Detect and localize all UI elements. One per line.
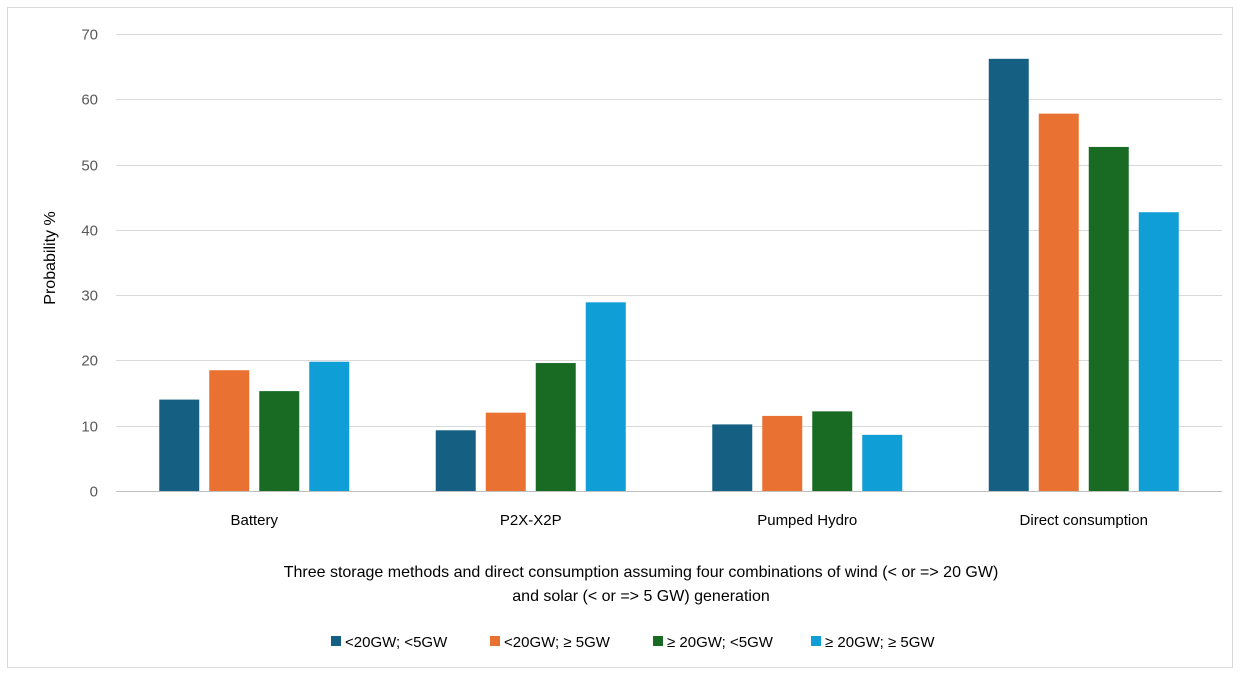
y-tick-label: 70 (81, 27, 98, 44)
legend-swatch (490, 636, 500, 646)
gridlines (116, 34, 1222, 492)
x-axis-title-line-1: Three storage methods and direct consump… (284, 564, 999, 581)
y-tick-label: 40 (81, 223, 98, 240)
x-category-label: Direct consumption (1020, 512, 1148, 529)
bar-p2x-x2p-series-2 (485, 412, 526, 491)
legend-swatch (811, 636, 821, 646)
legend: <20GW; <5GW <20GW; ≥ 5GW ≥ 20GW; <5GW ≥ 20G… (331, 634, 935, 651)
bar-battery-series-1 (159, 399, 200, 491)
bar-p2x-x2p-series-4 (585, 302, 626, 491)
bar-battery-series-3 (259, 391, 300, 491)
legend-item: ≥ 20GW; ≥ 5GW (811, 634, 935, 651)
legend-swatch (331, 636, 341, 646)
bar-direct-consumption-series-4 (1138, 212, 1179, 492)
bar-pumped-hydro-series-2 (762, 415, 803, 491)
bar-pumped-hydro-series-1 (712, 424, 753, 491)
legend-item: <20GW; <5GW (331, 634, 448, 651)
legend-item: <20GW; ≥ 5GW (490, 634, 611, 651)
bar-pumped-hydro-series-3 (812, 411, 853, 491)
x-axis-title-line-2: and solar (< or => 5 GW) generation (512, 588, 769, 605)
y-tick-label: 50 (81, 158, 98, 175)
bar-direct-consumption-series-3 (1088, 146, 1129, 492)
legend-label: <20GW; <5GW (345, 634, 448, 651)
legend-swatch (653, 636, 663, 646)
y-tick-label: 10 (81, 419, 98, 436)
bars (159, 58, 1179, 492)
y-tick-label: 20 (81, 353, 98, 370)
legend-label: ≥ 20GW; ≥ 5GW (825, 634, 935, 651)
legend-label: <20GW; ≥ 5GW (504, 634, 611, 651)
x-category-label: Battery (230, 512, 278, 529)
x-category-label: Pumped Hydro (757, 512, 857, 529)
x-category-label: P2X-X2P (500, 512, 562, 529)
bar-chart: 0 10 20 30 40 50 60 70 Battery P2X-X2P Pumped Hyd… (42, 27, 1222, 651)
legend-item: ≥ 20GW; <5GW (653, 634, 774, 651)
y-tick-label: 0 (90, 484, 98, 501)
bar-battery-series-4 (309, 361, 350, 491)
bar-direct-consumption-series-2 (1038, 113, 1079, 492)
bar-battery-series-2 (209, 370, 250, 491)
y-axis-ticks: 0 10 20 30 40 50 60 70 (81, 27, 98, 501)
y-tick-label: 30 (81, 288, 98, 305)
bar-p2x-x2p-series-1 (435, 430, 476, 491)
chart-frame: 0 10 20 30 40 50 60 70 Battery P2X-X2P Pumped Hyd… (7, 7, 1233, 668)
x-axis-categories: Battery P2X-X2P Pumped Hydro Direct consump… (230, 512, 1147, 529)
bar-direct-consumption-series-1 (988, 58, 1029, 492)
y-tick-label: 60 (81, 92, 98, 109)
legend-label: ≥ 20GW; <5GW (667, 634, 774, 651)
y-axis-title: Probability % (42, 211, 59, 304)
bar-p2x-x2p-series-3 (535, 363, 576, 491)
bar-pumped-hydro-series-4 (862, 434, 903, 491)
